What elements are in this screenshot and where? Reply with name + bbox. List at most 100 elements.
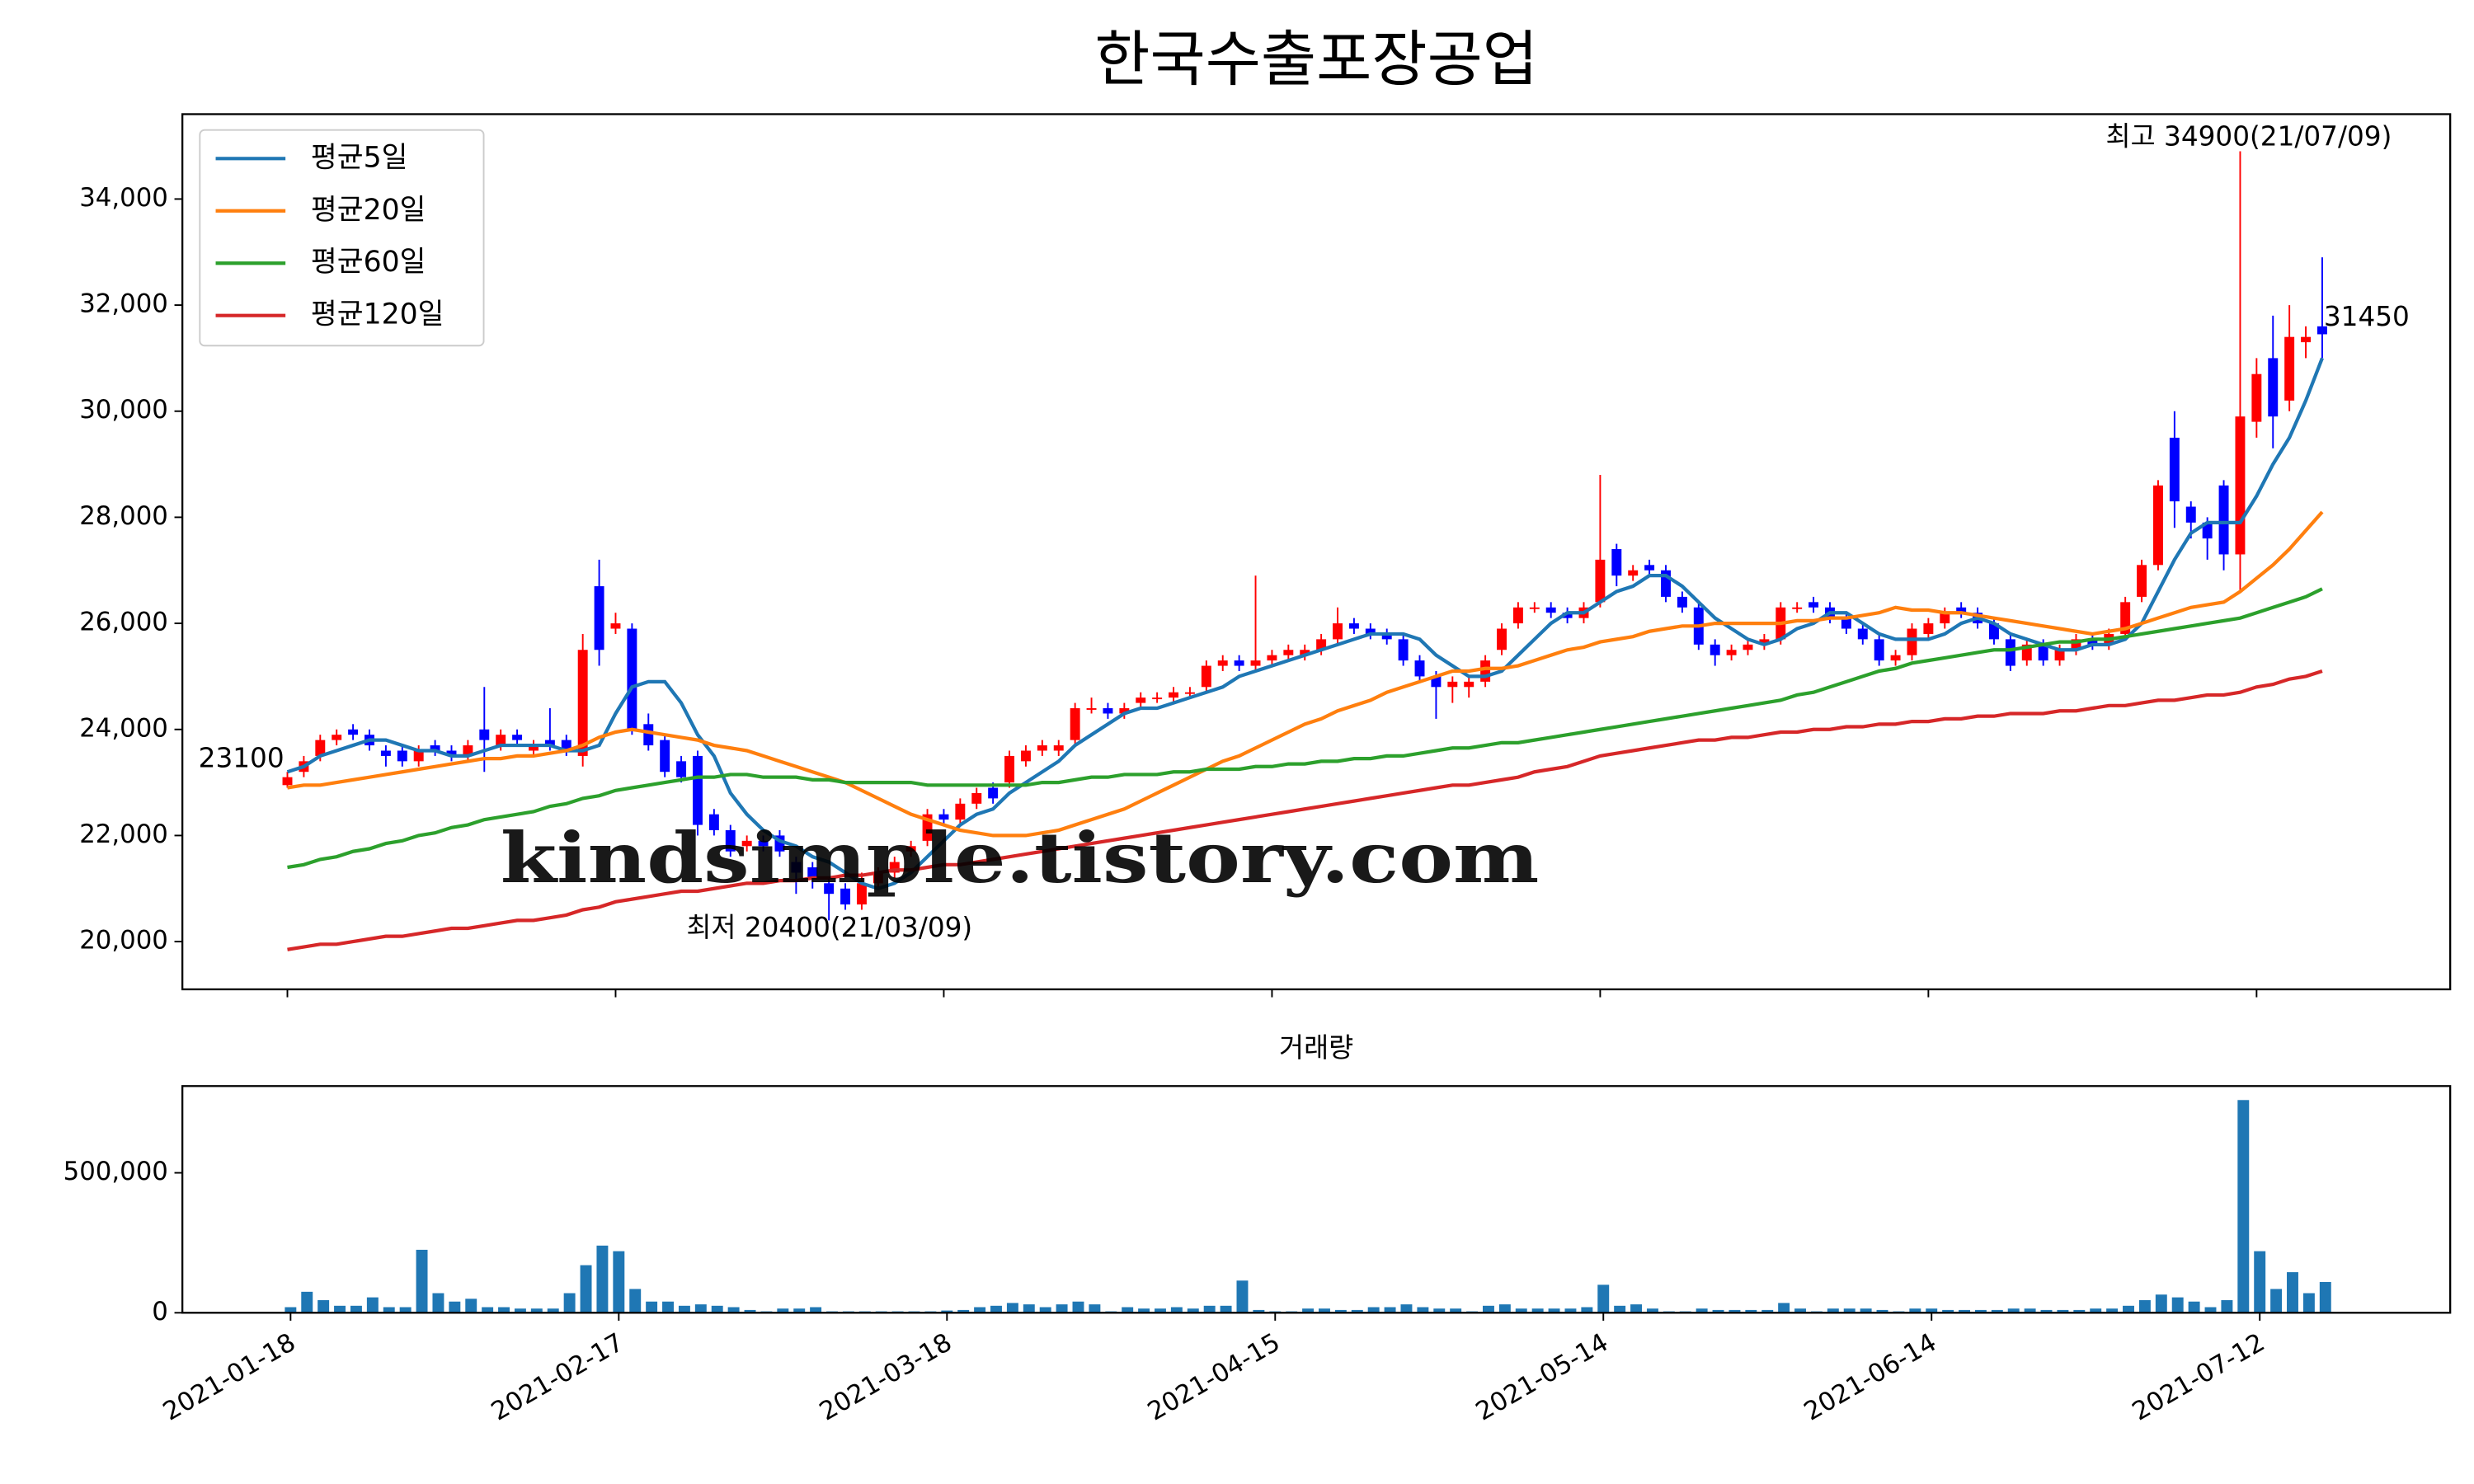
candle-body — [1923, 623, 1934, 634]
candle-body — [791, 862, 802, 873]
candle-body — [2071, 639, 2081, 650]
volume-bar — [1155, 1308, 1166, 1313]
volume-bar — [1794, 1308, 1806, 1313]
candle-body — [2120, 602, 2131, 634]
candle-body — [1890, 655, 1901, 661]
candle-body — [1808, 602, 1819, 608]
candle-body — [1644, 565, 1655, 571]
candle-body — [1217, 660, 1228, 666]
y-tick-label: 26,000 — [79, 608, 168, 637]
candle-body — [1431, 676, 1442, 688]
candle-body — [856, 883, 867, 905]
candle-body — [1447, 681, 1458, 688]
candle-body — [741, 840, 752, 847]
candle-body — [1414, 660, 1425, 677]
volume-bar — [1351, 1309, 1363, 1313]
volume-bar — [2073, 1309, 2086, 1313]
volume-bar — [810, 1307, 822, 1313]
candle-body — [1348, 623, 1359, 629]
volume-bar — [580, 1265, 592, 1313]
volume-bar — [941, 1310, 953, 1313]
axes-frame — [181, 113, 2452, 991]
candle-body — [627, 628, 637, 730]
volume-bar — [432, 1293, 444, 1313]
y-tick-label: 0 — [152, 1297, 168, 1327]
volume-bar — [2138, 1300, 2151, 1313]
volume-bar — [1531, 1308, 1544, 1313]
volume-bar — [613, 1251, 625, 1313]
volume-title: 거래량 — [1279, 1032, 1353, 1064]
candle-body — [1956, 607, 1967, 613]
volume-bar — [482, 1307, 494, 1313]
volume-bar — [1203, 1305, 1216, 1313]
volume-bar — [317, 1300, 330, 1313]
volume-bar — [1056, 1304, 1068, 1313]
volume-bar — [1253, 1309, 1265, 1313]
volume-bar — [1926, 1308, 1938, 1313]
price-label: 31450 — [2324, 301, 2410, 332]
candle-body — [315, 740, 326, 756]
volume-bar — [366, 1297, 379, 1313]
volume-bar — [1729, 1309, 1741, 1313]
candle-body — [1070, 708, 1080, 740]
candle-body — [643, 724, 654, 746]
candle-body — [1004, 755, 1015, 783]
volume-bar — [2221, 1300, 2233, 1313]
volume-bar — [793, 1308, 806, 1313]
volume-bar — [449, 1301, 461, 1313]
candle-body — [1184, 692, 1195, 694]
candle-body — [2251, 373, 2262, 422]
volume-bar — [1400, 1304, 1413, 1313]
volume-bar — [301, 1291, 313, 1313]
candle-body — [529, 745, 539, 751]
axes-frame — [181, 1085, 2452, 1314]
candle-body — [1841, 618, 1851, 629]
candle-body — [430, 745, 440, 751]
volume-bar — [2237, 1100, 2250, 1313]
candle-body — [905, 846, 916, 852]
candle-body — [971, 792, 982, 804]
volume-bar — [1417, 1307, 1429, 1313]
volume-bar — [399, 1307, 412, 1313]
candle-body — [2218, 485, 2229, 555]
candle-body — [1152, 697, 1163, 700]
volume-bar — [1072, 1301, 1084, 1313]
candle-body — [1545, 607, 1556, 613]
volume-bar — [350, 1305, 362, 1313]
candle-body — [2202, 522, 2213, 539]
ma-line — [287, 669, 2323, 951]
candle-body — [332, 735, 342, 740]
candle-body — [544, 740, 555, 746]
volume-bar — [2007, 1308, 2020, 1313]
candle-body — [610, 623, 621, 629]
candle-body — [2268, 358, 2279, 417]
y-tick-label: 30,000 — [79, 395, 168, 425]
volume-bar — [1564, 1308, 1577, 1313]
candle-body — [594, 586, 604, 650]
candle-body — [1234, 660, 1244, 666]
candle-body — [1169, 692, 1179, 698]
volume-bar — [1909, 1308, 1921, 1313]
volume-bar — [2204, 1307, 2217, 1313]
candle-body — [1989, 623, 1999, 640]
candle-body — [282, 777, 293, 786]
candle-body — [1119, 708, 1130, 714]
candle-body — [1201, 665, 1211, 688]
volume-bar — [2270, 1289, 2283, 1313]
volume-bar — [2155, 1294, 2167, 1313]
candle-body — [693, 755, 703, 825]
ma-line — [287, 587, 2323, 870]
candle-body — [1053, 745, 1064, 751]
volume-bar — [1450, 1308, 1462, 1313]
volume-bar — [2254, 1251, 2266, 1313]
volume-bar — [629, 1289, 642, 1313]
candle-body — [872, 872, 883, 884]
volume-bar — [1220, 1305, 1232, 1313]
volume-bar — [563, 1293, 576, 1313]
chart-title: 한국수출포장공업 — [1094, 25, 1538, 95]
volume-bar — [2040, 1309, 2053, 1313]
volume-bar — [514, 1308, 526, 1313]
volume-bar — [1170, 1307, 1183, 1313]
